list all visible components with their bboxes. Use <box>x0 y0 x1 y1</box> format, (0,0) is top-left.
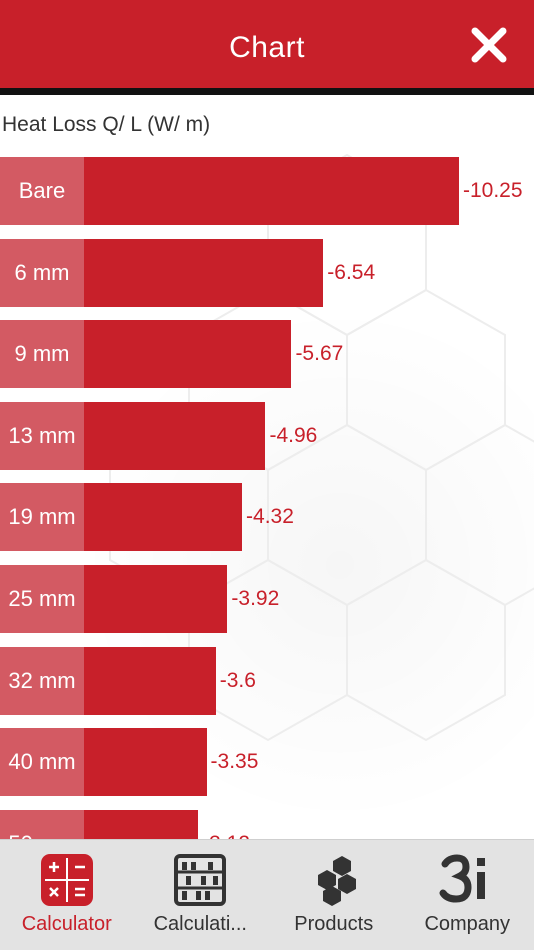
category-label: 32 mm <box>0 647 84 715</box>
bar-row: 50 mm -3.12 <box>0 810 534 839</box>
tab-bar: Calculator Calculati... Products <box>0 839 534 950</box>
value-label: -4.96 <box>269 402 317 470</box>
bar <box>84 402 265 470</box>
hexagons-icon <box>306 852 362 908</box>
tab-calculator[interactable]: Calculator <box>0 840 134 951</box>
tab-calculations[interactable]: Calculati... <box>134 840 268 951</box>
tab-label: Company <box>401 913 534 936</box>
bar <box>84 483 242 551</box>
bar <box>84 647 216 715</box>
value-label: -3.92 <box>231 565 279 633</box>
bar <box>84 728 207 796</box>
bar-row: 40 mm -3.35 <box>0 728 534 796</box>
category-label: 50 mm <box>0 810 84 839</box>
category-label: 25 mm <box>0 565 84 633</box>
tab-label: Products <box>267 913 401 936</box>
category-label: 13 mm <box>0 402 84 470</box>
category-label: Bare <box>0 157 84 225</box>
category-label: 19 mm <box>0 483 84 551</box>
bar-row: Bare -10.25 <box>0 157 534 225</box>
bar-row: 25 mm -3.92 <box>0 565 534 633</box>
bar <box>84 239 323 307</box>
bar-row: 13 mm -4.96 <box>0 402 534 470</box>
value-label: -4.32 <box>246 483 294 551</box>
tab-products[interactable]: Products <box>267 840 401 951</box>
value-label: -5.67 <box>295 320 343 388</box>
company-logo-icon <box>439 852 495 908</box>
value-label: -3.6 <box>220 647 256 715</box>
category-label: 40 mm <box>0 728 84 796</box>
bar <box>84 320 291 388</box>
bar-row: 9 mm -5.67 <box>0 320 534 388</box>
bar-row: 19 mm -4.32 <box>0 483 534 551</box>
value-label: -3.35 <box>211 728 259 796</box>
tab-company[interactable]: Company <box>401 840 534 951</box>
bar <box>84 810 198 839</box>
bar-list: Bare -10.25 6 mm -6.54 9 mm -5.67 13 mm -4.96 19… <box>0 95 534 839</box>
value-label: -3.12 <box>202 810 250 839</box>
calculator-icon <box>39 852 95 908</box>
category-label: 9 mm <box>0 320 84 388</box>
tab-label: Calculator <box>0 913 134 936</box>
bar <box>84 157 459 225</box>
page-title: Chart <box>0 0 534 95</box>
category-label: 6 mm <box>0 239 84 307</box>
bar-row: 6 mm -6.54 <box>0 239 534 307</box>
bar <box>84 565 227 633</box>
bar-row: 32 mm -3.6 <box>0 647 534 715</box>
abacus-icon <box>172 852 228 908</box>
value-label: -6.54 <box>327 239 375 307</box>
tab-label: Calculati... <box>134 913 268 936</box>
close-icon[interactable] <box>468 24 510 66</box>
value-label: -10.25 <box>463 157 523 225</box>
